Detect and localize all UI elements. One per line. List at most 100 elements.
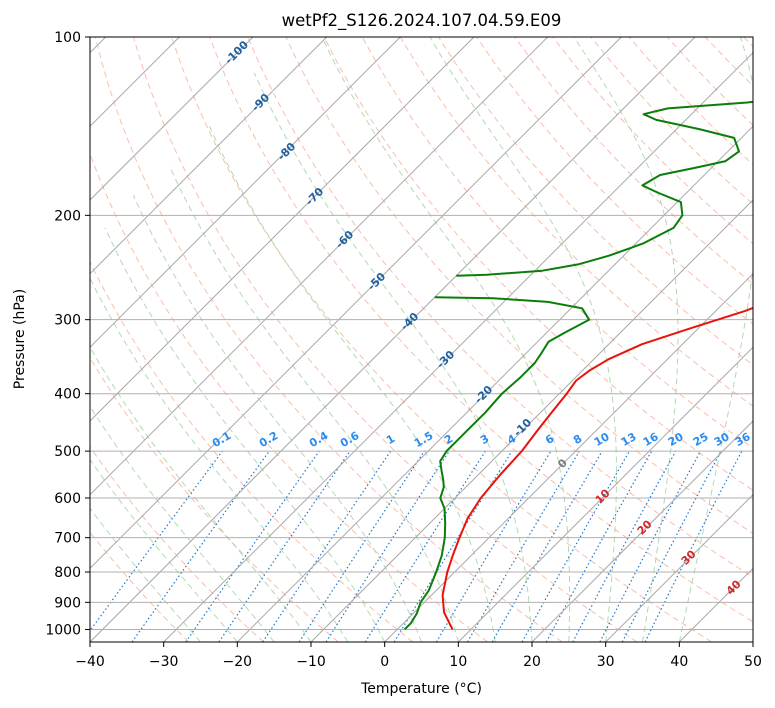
isotherm-line [90, 37, 254, 201]
mixing-ratio-line [599, 450, 702, 642]
moist-adiabat-line [104, 227, 386, 642]
mixing-ratio-line [521, 450, 631, 642]
isotherm-line [236, 125, 753, 642]
isotherm-line [90, 37, 549, 496]
adiabat-label: 30 [679, 547, 699, 567]
mixing-ratio-line [218, 450, 351, 642]
isotherm-line [457, 346, 753, 642]
dewpoint-profile-line [456, 100, 753, 277]
dry-adiabat-line [171, 37, 712, 642]
dry-adiabat-line [704, 37, 753, 87]
mixing-ratio-label: 13 [619, 430, 639, 449]
dry-adiabat-line [476, 37, 753, 325]
mixing-ratio-line [131, 450, 270, 642]
y-tick-label: 100 [54, 30, 81, 46]
y-tick-label: 600 [54, 491, 81, 507]
x-tick-label: 0 [380, 654, 389, 670]
moist-adiabat-line [253, 72, 533, 642]
x-tick-label: −40 [75, 654, 105, 670]
dry-adiabat-line [552, 37, 753, 245]
mixing-ratio-label: 30 [712, 430, 732, 449]
x-tick-label: −10 [296, 654, 326, 670]
mixing-ratio-line [545, 450, 653, 642]
x-tick-label: −30 [149, 654, 179, 670]
isotherm-line [90, 37, 328, 275]
isotherm-line [90, 37, 475, 422]
dry-adiabat-line [247, 37, 753, 578]
moist-adiabat-line [321, 37, 571, 642]
isotherm-label: -10 [511, 416, 534, 439]
y-tick-label: 300 [54, 313, 81, 329]
dry-adiabat-line [437, 37, 753, 366]
mixing-ratio-line [298, 450, 425, 642]
x-tick-label: −20 [223, 654, 253, 670]
x-tick-label: 30 [597, 654, 615, 670]
x-tick-label: 20 [523, 654, 541, 670]
x-tick-label: 40 [670, 654, 688, 670]
dry-adiabat-line [90, 356, 339, 642]
x-tick-label: 10 [449, 654, 467, 670]
y-tick-label: 900 [54, 595, 81, 611]
moist-adiabat-line [90, 458, 238, 642]
dry-adiabat-line [90, 446, 264, 642]
mixing-ratio-line [185, 450, 320, 642]
temperature-profile-line [441, 306, 753, 630]
mixing-ratio-label: 10 [592, 430, 612, 449]
y-tick-label: 800 [54, 565, 81, 581]
isotherm-line [752, 641, 753, 642]
dry-adiabat-line [90, 152, 488, 642]
isotherm-line [605, 493, 753, 642]
moist-adiabat-line [132, 195, 422, 642]
dry-adiabat-line [590, 37, 753, 205]
mixing-ratio-line [572, 450, 677, 642]
mixing-ratio-line [644, 450, 743, 642]
mixing-ratio-label: 36 [733, 430, 753, 449]
y-axis-title: Pressure (hPa) [12, 289, 28, 389]
mixing-ratio-label: 20 [666, 430, 686, 449]
adiabat-label: 20 [635, 517, 655, 537]
moist-adiabat-line [573, 37, 679, 642]
mixing-ratio-label: 0.1 [210, 429, 233, 450]
isotherm-label: -80 [275, 140, 298, 163]
adiabat-label: 10 [593, 486, 613, 506]
mixing-ratio-label: 6 [543, 432, 556, 447]
dry-adiabat-line [666, 37, 753, 126]
dry-adiabat-line [94, 37, 563, 642]
mixing-ratio-line [325, 450, 450, 642]
dewpoint-profile-line [403, 296, 591, 631]
dry-adiabat-line [743, 37, 753, 48]
dry-adiabat-line [90, 531, 190, 642]
moist-adiabat-line [169, 165, 459, 642]
dry-adiabat-line [132, 37, 638, 642]
mixing-ratio-label: 3 [478, 432, 491, 447]
isotherm-line [531, 420, 753, 642]
x-axis-title: Temperature (°C) [360, 681, 482, 697]
isotherm-line [384, 272, 753, 642]
dry-adiabat-line [514, 37, 753, 285]
chart-title: wetPf2_S126.2024.107.04.59.E09 [282, 11, 562, 31]
moist-adiabat-line [207, 123, 496, 642]
isotherm-line [163, 51, 753, 642]
isotherm-line [90, 37, 401, 349]
mixing-ratio-label: 16 [641, 430, 661, 449]
mixing-ratio-line [262, 450, 392, 642]
mixing-ratio-label: 0.4 [307, 429, 331, 450]
isotherm-line [310, 199, 753, 642]
y-tick-label: 1000 [45, 622, 81, 638]
mixing-ratio-label: 25 [691, 430, 711, 449]
dry-adiabat-line [285, 37, 753, 535]
moist-adiabat-line [90, 507, 201, 642]
mixing-ratio-line [90, 450, 223, 632]
mixing-ratio-label: 1 [384, 432, 397, 447]
isotherm-line [90, 37, 622, 570]
x-tick-label: 50 [744, 654, 762, 670]
isotherm-label: -20 [472, 383, 495, 406]
dry-adiabat-line [209, 37, 753, 623]
y-tick-label: 200 [54, 208, 81, 224]
plot-frame [89, 36, 754, 643]
moist-adiabat-line [90, 405, 275, 642]
isotherm-line [90, 37, 696, 642]
moist-adiabat-line [429, 37, 617, 642]
mixing-ratio-line [435, 450, 552, 642]
y-tick-label: 700 [54, 531, 81, 547]
